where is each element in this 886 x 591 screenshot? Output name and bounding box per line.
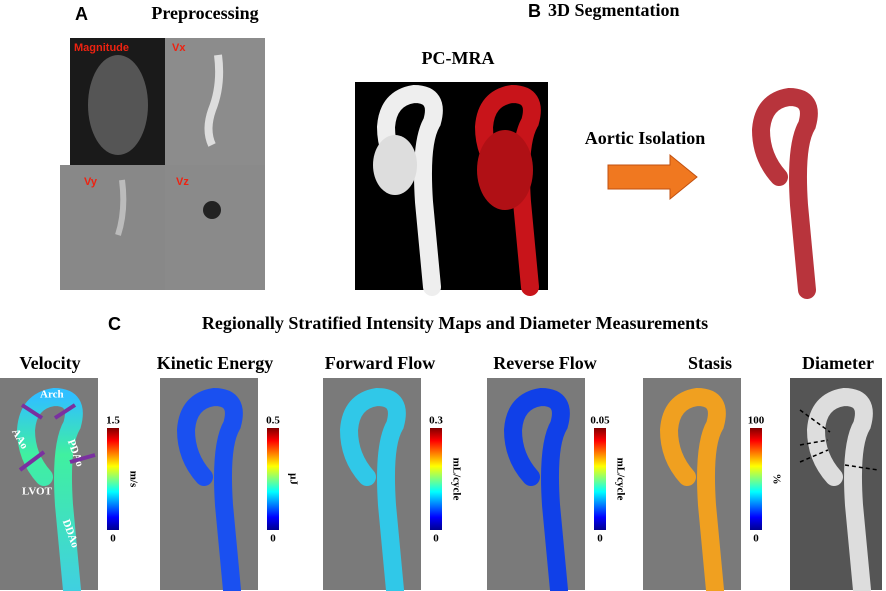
diameter-line <box>799 439 829 446</box>
maps: Velocity 1.5 0 m/s Kinetic Energy 0.5 0 μJ Forwa… <box>0 353 882 590</box>
panel-label: C <box>108 314 121 334</box>
colorbar-min: 0 <box>433 533 439 545</box>
region-boundary <box>18 450 46 472</box>
colorbar-min: 0 <box>110 533 116 545</box>
map-title: Diameter <box>802 353 874 373</box>
diameter-line <box>844 464 879 471</box>
isolated-aorta <box>761 97 809 290</box>
colorbar <box>267 428 279 530</box>
colorbar-unit: m/s <box>127 471 139 488</box>
colorbar-unit: μJ <box>287 473 299 485</box>
region-label: Arch <box>40 389 64 401</box>
map-title: Kinetic Energy <box>157 353 273 373</box>
colorbar-max: 1.5 <box>106 415 120 427</box>
heart <box>477 130 533 210</box>
panel-label: A <box>75 4 88 24</box>
anatomy <box>88 55 148 155</box>
region-label: LVOT <box>22 486 53 498</box>
diameter-line <box>799 449 829 463</box>
panel-title: Regionally Stratified Intensity Maps and… <box>202 313 708 333</box>
colorbar <box>750 428 762 530</box>
colorbar-unit: mL/cycle <box>450 458 462 501</box>
colorbar-min: 0 <box>597 533 603 545</box>
image-label: Vx <box>172 42 186 54</box>
panel-label: B <box>528 1 541 21</box>
vessel <box>204 54 224 147</box>
map-title: Forward Flow <box>325 353 435 373</box>
arrow-label: Aortic Isolation <box>585 128 706 148</box>
vessel <box>115 179 127 236</box>
image-label: Magnitude <box>74 42 129 54</box>
colorbar <box>430 428 442 530</box>
colorbar-max: 0.05 <box>590 415 610 427</box>
region-boundary <box>20 403 44 420</box>
map-title: Velocity <box>19 353 80 373</box>
colorbar-max: 0.5 <box>266 415 280 427</box>
heart <box>373 135 417 195</box>
region-boundary <box>69 453 96 464</box>
colorbar-unit: mL/cycle <box>614 458 626 501</box>
colorbar-unit: % <box>770 474 782 485</box>
colorbar <box>594 428 606 530</box>
vy-image <box>60 165 165 290</box>
diameter-line <box>799 409 831 433</box>
vessel <box>203 201 221 219</box>
region-boundary <box>53 403 77 420</box>
arrow <box>607 153 698 201</box>
colorbar <box>107 428 119 530</box>
colorbar-min: 0 <box>270 533 276 545</box>
colorbar-min: 0 <box>753 533 759 545</box>
map-title: Reverse Flow <box>493 353 596 373</box>
image-title: PC-MRA <box>422 48 495 68</box>
colorbar-max: 0.3 <box>429 415 443 427</box>
panel-title: 3D Segmentation <box>548 0 680 20</box>
panel-title: Preprocessing <box>151 3 258 23</box>
map-title: Stasis <box>688 353 732 373</box>
image-label: Vz <box>176 176 189 188</box>
colorbar-max: 100 <box>748 415 765 427</box>
image-label: Vy <box>84 176 98 188</box>
